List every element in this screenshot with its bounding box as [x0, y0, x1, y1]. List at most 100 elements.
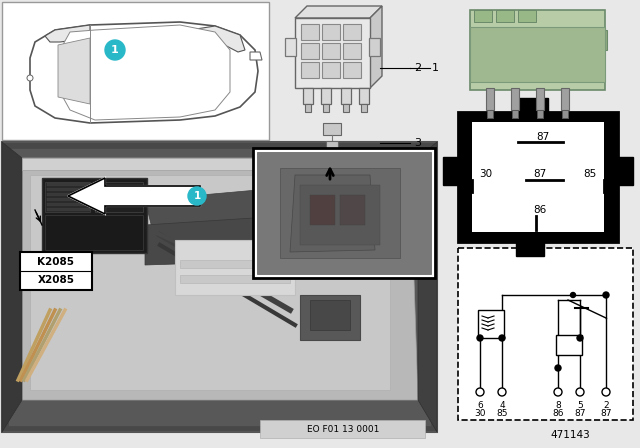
Bar	[2, 142, 437, 432]
Bar	[180, 275, 290, 283]
Text: 8: 8	[555, 401, 561, 409]
Bar	[45, 215, 143, 250]
Circle shape	[27, 75, 33, 81]
Bar	[47, 183, 90, 186]
Text: 1: 1	[111, 45, 119, 55]
Bar	[343, 43, 361, 59]
Text: 87: 87	[536, 132, 550, 142]
Bar	[511, 88, 519, 110]
Text: X2085: X2085	[38, 275, 74, 285]
Bar	[22, 158, 410, 170]
Text: 30: 30	[479, 169, 493, 179]
Text: 2: 2	[414, 63, 421, 73]
Bar	[518, 10, 536, 22]
Bar	[478, 310, 504, 338]
Bar	[301, 24, 319, 40]
Bar	[322, 43, 340, 59]
Bar	[257, 152, 431, 274]
Text: 3: 3	[414, 138, 421, 148]
Bar	[47, 203, 90, 206]
Text: 4: 4	[499, 401, 505, 409]
Text: 6: 6	[477, 401, 483, 409]
Text: 87: 87	[574, 409, 586, 418]
Bar	[301, 62, 319, 78]
Bar	[322, 62, 340, 78]
Circle shape	[576, 388, 584, 396]
Polygon shape	[295, 6, 382, 18]
Bar	[486, 88, 494, 110]
Polygon shape	[250, 52, 262, 60]
Text: 1: 1	[193, 191, 200, 201]
Bar	[322, 24, 340, 40]
Bar	[470, 27, 605, 82]
Bar	[8, 148, 431, 426]
Bar	[47, 198, 90, 201]
Bar	[487, 110, 493, 118]
Bar	[95, 182, 143, 212]
Bar	[340, 195, 365, 225]
Bar	[310, 195, 335, 225]
Bar	[300, 295, 360, 340]
Text: K2085: K2085	[38, 257, 74, 267]
Bar	[474, 10, 492, 22]
Bar	[280, 168, 400, 258]
Bar	[359, 88, 369, 104]
Text: 2: 2	[603, 401, 609, 409]
Polygon shape	[2, 142, 22, 432]
Text: 86: 86	[533, 205, 547, 215]
Bar	[369, 38, 380, 56]
Text: 87: 87	[533, 169, 547, 179]
Bar	[323, 123, 341, 135]
Circle shape	[570, 293, 575, 297]
Bar	[537, 110, 543, 118]
Bar	[285, 38, 296, 56]
Bar	[303, 88, 313, 104]
Bar	[556, 336, 582, 356]
Text: 1: 1	[432, 63, 439, 73]
Text: 87: 87	[600, 409, 612, 418]
Bar	[45, 182, 90, 212]
Bar	[300, 185, 380, 245]
Bar	[47, 208, 90, 211]
Bar	[295, 18, 370, 88]
Bar	[470, 10, 605, 90]
Bar	[305, 104, 311, 112]
Bar	[516, 240, 544, 256]
Text: 85: 85	[584, 169, 596, 179]
Polygon shape	[190, 26, 245, 52]
Bar	[47, 188, 90, 191]
Bar	[496, 10, 514, 22]
Bar	[512, 110, 518, 118]
Polygon shape	[290, 175, 375, 252]
Polygon shape	[45, 25, 90, 42]
Text: 85: 85	[496, 409, 508, 418]
Bar	[260, 420, 425, 438]
Circle shape	[554, 388, 562, 396]
Text: 5: 5	[577, 401, 583, 409]
Polygon shape	[370, 6, 382, 88]
Bar	[593, 30, 607, 50]
Polygon shape	[68, 178, 200, 214]
Bar	[361, 104, 367, 112]
Bar	[472, 122, 604, 232]
Circle shape	[577, 335, 583, 341]
Polygon shape	[145, 188, 310, 240]
Bar	[2, 2, 269, 140]
Circle shape	[555, 365, 561, 371]
Text: EO F01 13 0001: EO F01 13 0001	[307, 425, 379, 434]
Circle shape	[105, 40, 125, 60]
Bar	[42, 178, 147, 253]
Bar	[253, 148, 435, 278]
Bar	[310, 300, 350, 330]
Bar	[343, 24, 361, 40]
Polygon shape	[418, 142, 437, 432]
Circle shape	[188, 187, 206, 205]
Bar	[326, 141, 338, 149]
Bar	[47, 193, 90, 196]
Bar	[301, 43, 319, 59]
Text: 471143: 471143	[550, 430, 590, 440]
Bar	[341, 88, 351, 104]
Bar	[616, 157, 633, 185]
Bar	[323, 153, 341, 163]
Polygon shape	[60, 25, 230, 120]
